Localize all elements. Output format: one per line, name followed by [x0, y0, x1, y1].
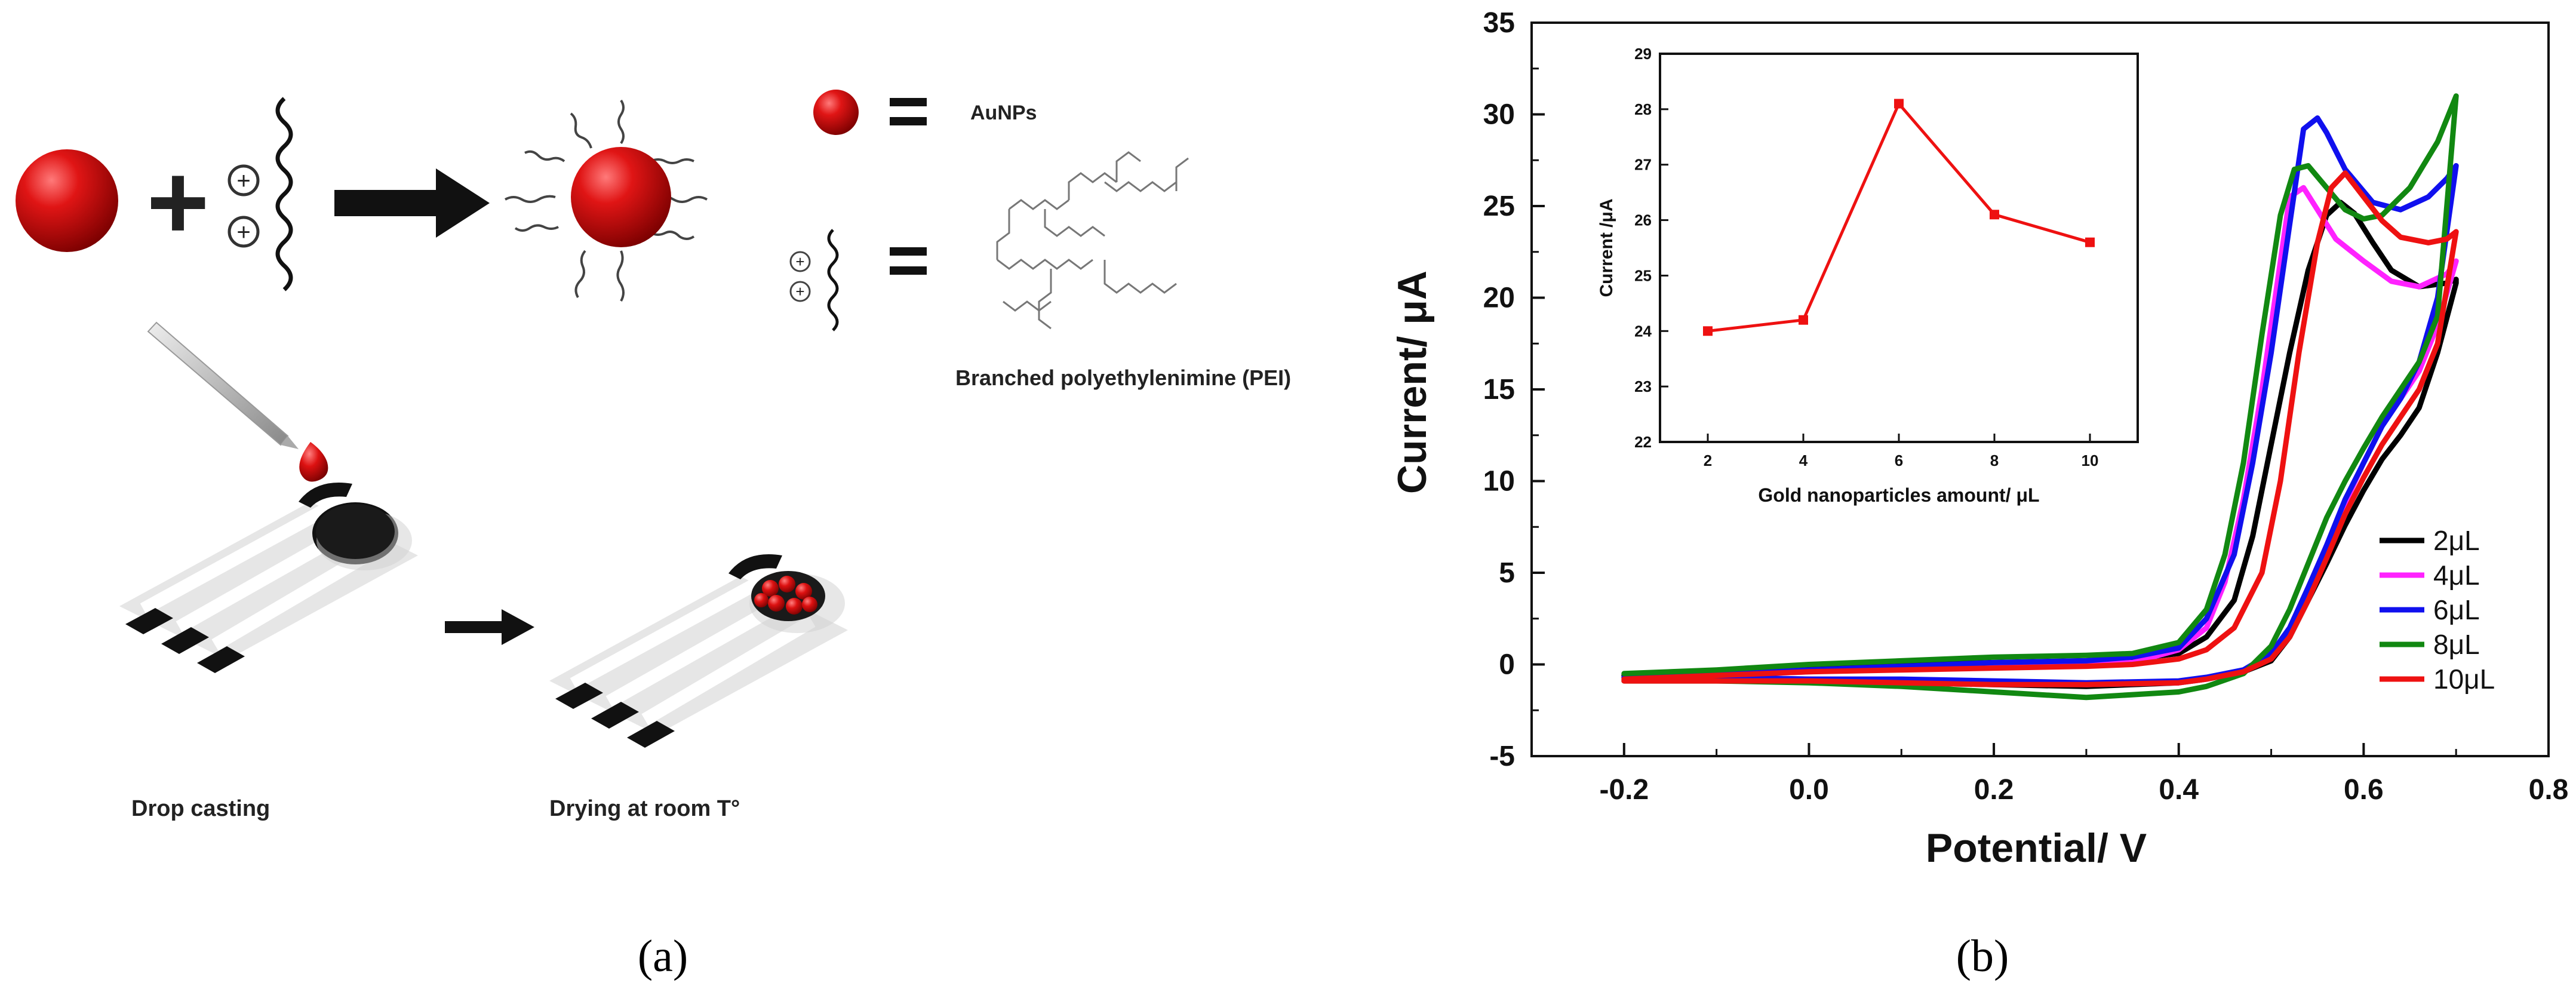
inset-background — [1576, 43, 2150, 502]
x-axis-title: Potential/ V — [1926, 825, 2147, 871]
branched-pei-structure-icon — [996, 151, 1189, 330]
y-tick-label: 20 — [1483, 282, 1515, 314]
y-tick-label: 25 — [1483, 191, 1515, 222]
y-tick-label: 5 — [1499, 557, 1515, 589]
drop-casting-label: Drop casting — [131, 796, 270, 821]
cv-curve-10μL — [1621, 170, 2459, 687]
inset-x-axis-title: Gold nanoparticles amount/ μL — [1758, 484, 2039, 506]
y-tick-label: 15 — [1483, 374, 1515, 406]
inset-x-tick-label: 8 — [1990, 452, 1999, 469]
aunps-legend-icon — [813, 90, 859, 135]
inset-x-tick-label: 4 — [1799, 452, 1808, 469]
gold-drop-icon — [299, 442, 328, 482]
x-tick-label: -0.2 — [1599, 774, 1649, 806]
panel-a-caption: (a) — [638, 931, 688, 981]
gold-nanoparticle-large — [16, 149, 118, 252]
screen-printed-electrode-bare — [119, 483, 418, 673]
y-tick-label: -5 — [1489, 741, 1515, 772]
pei-legend-chain-icon — [827, 229, 839, 331]
inset-data-point — [1990, 210, 1999, 220]
x-tick-label: 0.0 — [1789, 774, 1829, 806]
legend-label: 2μL — [2433, 525, 2480, 556]
inset-y-axis-title: Current /μA — [1597, 198, 1616, 297]
legend-label: 8μL — [2433, 629, 2480, 660]
cv-curve-8μL — [1621, 93, 2459, 701]
svg-text:+: + — [795, 282, 804, 300]
process-arrow-icon — [445, 609, 534, 645]
legend-label: 4μL — [2433, 560, 2480, 591]
inset-y-tick-label: 27 — [1634, 156, 1652, 174]
inset-x-tick-label: 10 — [2082, 452, 2099, 469]
positive-charge-icon: + — [789, 281, 811, 302]
inset-y-tick-label: 22 — [1634, 433, 1652, 451]
drying-label: Drying at room T° — [549, 796, 740, 821]
x-tick-label: 0.2 — [1974, 774, 2014, 806]
y-tick-label: 10 — [1483, 466, 1515, 498]
pei-coated-nanoparticle — [505, 99, 708, 302]
legend-label: 10μL — [2433, 664, 2495, 695]
screen-printed-electrode-modified — [549, 554, 848, 748]
inset-y-tick-label: 24 — [1634, 322, 1652, 340]
svg-text:+: + — [236, 168, 250, 194]
svg-text:+: + — [795, 253, 804, 271]
svg-text:+: + — [236, 219, 250, 245]
x-tick-label: 0.8 — [2529, 774, 2569, 806]
legend-label: 6μL — [2433, 594, 2480, 625]
y-tick-label: 35 — [1483, 7, 1515, 39]
inset-y-tick-label: 28 — [1634, 100, 1652, 118]
positive-charge-icon: + — [228, 164, 260, 196]
inset-y-tick-label: 26 — [1634, 211, 1652, 229]
positive-charge-icon: + — [789, 251, 811, 272]
inset-y-tick-label: 23 — [1634, 377, 1652, 395]
pipette-icon — [147, 321, 299, 449]
inset-data-point — [1799, 315, 1808, 325]
plus-sign: + — [146, 142, 209, 262]
inset-x-tick-label: 2 — [1704, 452, 1712, 469]
inset-data-point — [1894, 99, 1904, 109]
pei-polymer-chain-icon — [275, 97, 293, 291]
reaction-arrow-icon — [334, 168, 490, 238]
x-tick-label: 0.4 — [2159, 774, 2199, 806]
inset-x-tick-label: 6 — [1895, 452, 1903, 469]
panel-b-chart: -0.2 0.0 0.2 0.4 0.6 0.8 -5 0 5 10 15 20 25 30 35 Pote… — [1390, 7, 2568, 981]
y-tick-label: 30 — [1483, 99, 1515, 131]
pei-label: Branched polyethylenimine (PEI) — [955, 366, 1291, 390]
positive-charge-icon: + — [228, 216, 260, 248]
inset-y-tick-label: 25 — [1634, 266, 1652, 284]
x-tick-label: 0.6 — [2344, 774, 2384, 806]
y-tick-label: 0 — [1499, 649, 1515, 681]
inset-data-point — [2085, 237, 2095, 247]
inset-data-point — [1703, 326, 1713, 336]
panel-a-schematic: + + + — [16, 90, 1291, 981]
equals-sign-icon — [890, 247, 927, 275]
panel-b-caption: (b) — [1956, 931, 2009, 981]
y-axis-title: Current/ μA — [1390, 271, 1435, 494]
inset-y-tick-label: 29 — [1634, 45, 1652, 63]
equals-sign-icon — [890, 98, 927, 125]
aunps-label: AuNPs — [970, 102, 1037, 124]
